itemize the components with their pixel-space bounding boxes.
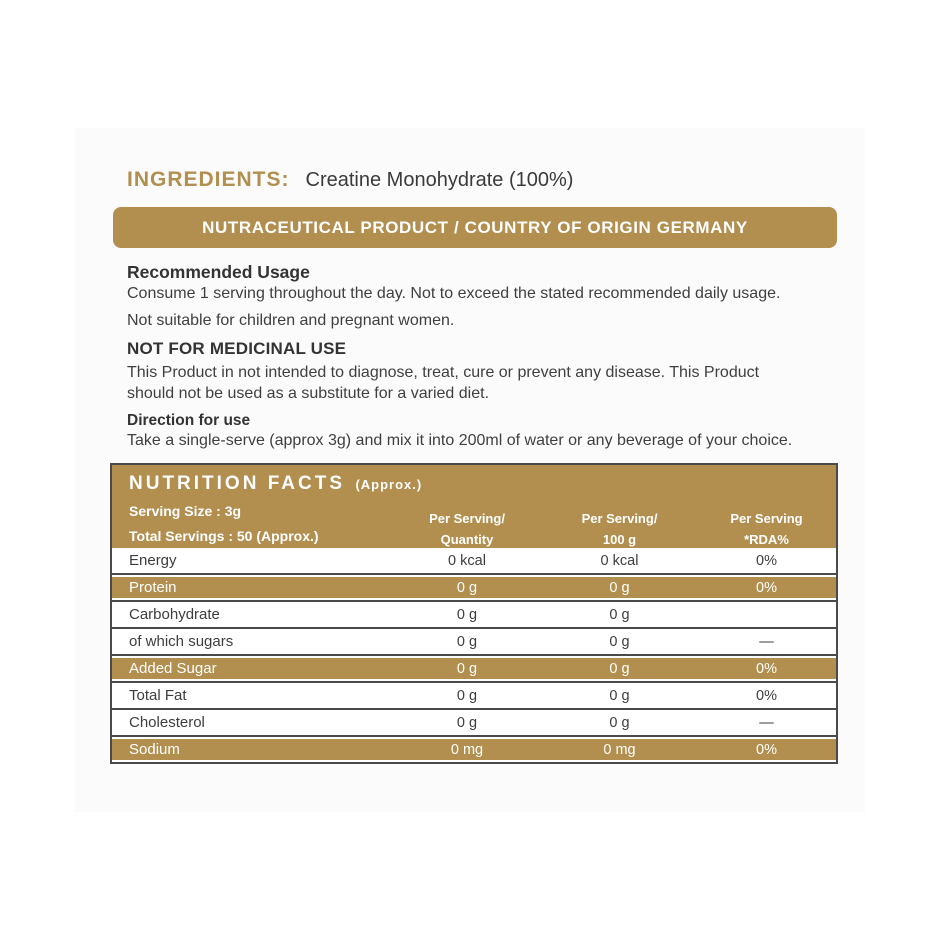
value-per-100g: 0 g: [609, 579, 630, 596]
origin-banner-text: NUTRACEUTICAL PRODUCT / COUNTRY OF ORIGI…: [202, 217, 748, 237]
table-row: Cholesterol 0 g 0 g —: [112, 708, 836, 735]
nutrition-table-body: Energy 0 kcal 0 kcal 0% Protein 0 g 0 g 0% Carbo…: [112, 548, 836, 762]
nutrient-name: Cholesterol: [129, 714, 205, 731]
value-per-100g: 0 mg: [603, 741, 636, 758]
nutrient-name: Added Sugar: [129, 660, 217, 677]
usage-line-2: Not suitable for children and pregnant w…: [127, 312, 455, 329]
value-rda: 0%: [756, 552, 777, 569]
total-servings-text: Total Servings : 50 (Approx.): [129, 528, 319, 544]
value-quantity: 0 g: [456, 579, 478, 596]
table-row: Protein 0 g 0 g 0%: [112, 573, 836, 600]
nutrition-facts-title: NUTRITION FACTS: [129, 473, 345, 494]
nutrition-table-header: NUTRITION FACTS (Approx.) Serving Size :…: [112, 465, 836, 548]
value-rda: 0%: [756, 741, 777, 758]
nutrition-title-row: NUTRITION FACTS (Approx.): [129, 473, 422, 495]
nutrient-name: Protein: [129, 579, 177, 596]
column-header-line: Per Serving/: [581, 511, 658, 526]
table-row: Sodium 0 mg 0 mg 0%: [112, 735, 836, 762]
table-row: Added Sugar 0 g 0 g 0%: [112, 654, 836, 681]
nutrient-name: of which sugars: [129, 633, 234, 650]
value-rda: —: [759, 633, 774, 650]
value-rda: 0%: [756, 660, 777, 677]
value-rda: 0%: [756, 579, 777, 596]
usage-line-1: Consume 1 serving throughout the day. No…: [127, 285, 781, 302]
value-per-100g: 0 g: [609, 606, 630, 623]
value-quantity: 0 kcal: [448, 552, 486, 569]
column-header-line: Per Serving: [730, 511, 803, 526]
column-header-per-serving-quantity: Per Serving/ Quantity: [392, 508, 542, 550]
value-quantity: 0 g: [456, 606, 478, 623]
value-per-100g: 0 g: [609, 687, 630, 704]
ingredients-value: Creatine Monohydrate (100%): [305, 169, 574, 191]
value-quantity: 0 g: [456, 633, 478, 650]
value-per-100g: 0 g: [609, 714, 630, 731]
value-quantity: 0 g: [456, 714, 478, 731]
nutrition-column-headers: Per Serving/ Quantity Per Serving/ 100 g…: [392, 508, 836, 550]
ingredients-row: INGREDIENTS: Creatine Monohydrate (100%): [127, 168, 573, 192]
table-row: Carbohydrate 0 g 0 g: [112, 600, 836, 627]
value-per-100g: 0 g: [609, 633, 630, 650]
value-per-100g: 0 kcal: [600, 552, 639, 569]
value-rda: 0%: [756, 687, 777, 704]
not-for-medicinal-use-heading: NOT FOR MEDICINAL USE: [127, 339, 347, 358]
column-header-per-serving-rda: Per Serving *RDA%: [697, 508, 836, 550]
value-quantity: 0 g: [456, 660, 478, 677]
label-card: INGREDIENTS: Creatine Monohydrate (100%)…: [75, 128, 865, 812]
column-header-line: Quantity: [440, 532, 494, 547]
direction-for-use-text: Take a single-serve (approx 3g) and mix …: [127, 432, 793, 449]
medicinal-disclaimer-text: This Product in not intended to diagnose…: [127, 364, 760, 402]
nutrition-facts-table: NUTRITION FACTS (Approx.) Serving Size :…: [110, 463, 838, 764]
table-row: of which sugars 0 g 0 g —: [112, 627, 836, 654]
column-header-line: 100 g: [602, 532, 637, 547]
recommended-usage-heading: Recommended Usage: [127, 262, 310, 282]
ingredients-label: INGREDIENTS:: [127, 168, 290, 191]
value-quantity: 0 g: [456, 687, 478, 704]
nutrient-name: Energy: [129, 552, 177, 569]
nutrition-facts-approx: (Approx.): [355, 477, 423, 492]
value-per-100g: 0 g: [609, 660, 630, 677]
nutrient-name: Carbohydrate: [129, 606, 220, 623]
table-row: Energy 0 kcal 0 kcal 0%: [112, 548, 836, 573]
column-header-line: *RDA%: [744, 532, 789, 547]
value-rda: —: [759, 714, 774, 731]
direction-for-use-heading: Direction for use: [127, 412, 251, 429]
origin-banner: NUTRACEUTICAL PRODUCT / COUNTRY OF ORIGI…: [113, 207, 837, 248]
nutrient-name: Total Fat: [129, 687, 187, 704]
column-header-line: Per Serving/: [429, 511, 505, 526]
column-header-per-serving-100g: Per Serving/ 100 g: [542, 508, 697, 550]
value-quantity: 0 mg: [450, 741, 484, 758]
serving-size-text: Serving Size : 3g: [129, 503, 242, 519]
nutrient-name: Sodium: [129, 741, 180, 758]
table-row: Total Fat 0 g 0 g 0%: [112, 681, 836, 708]
